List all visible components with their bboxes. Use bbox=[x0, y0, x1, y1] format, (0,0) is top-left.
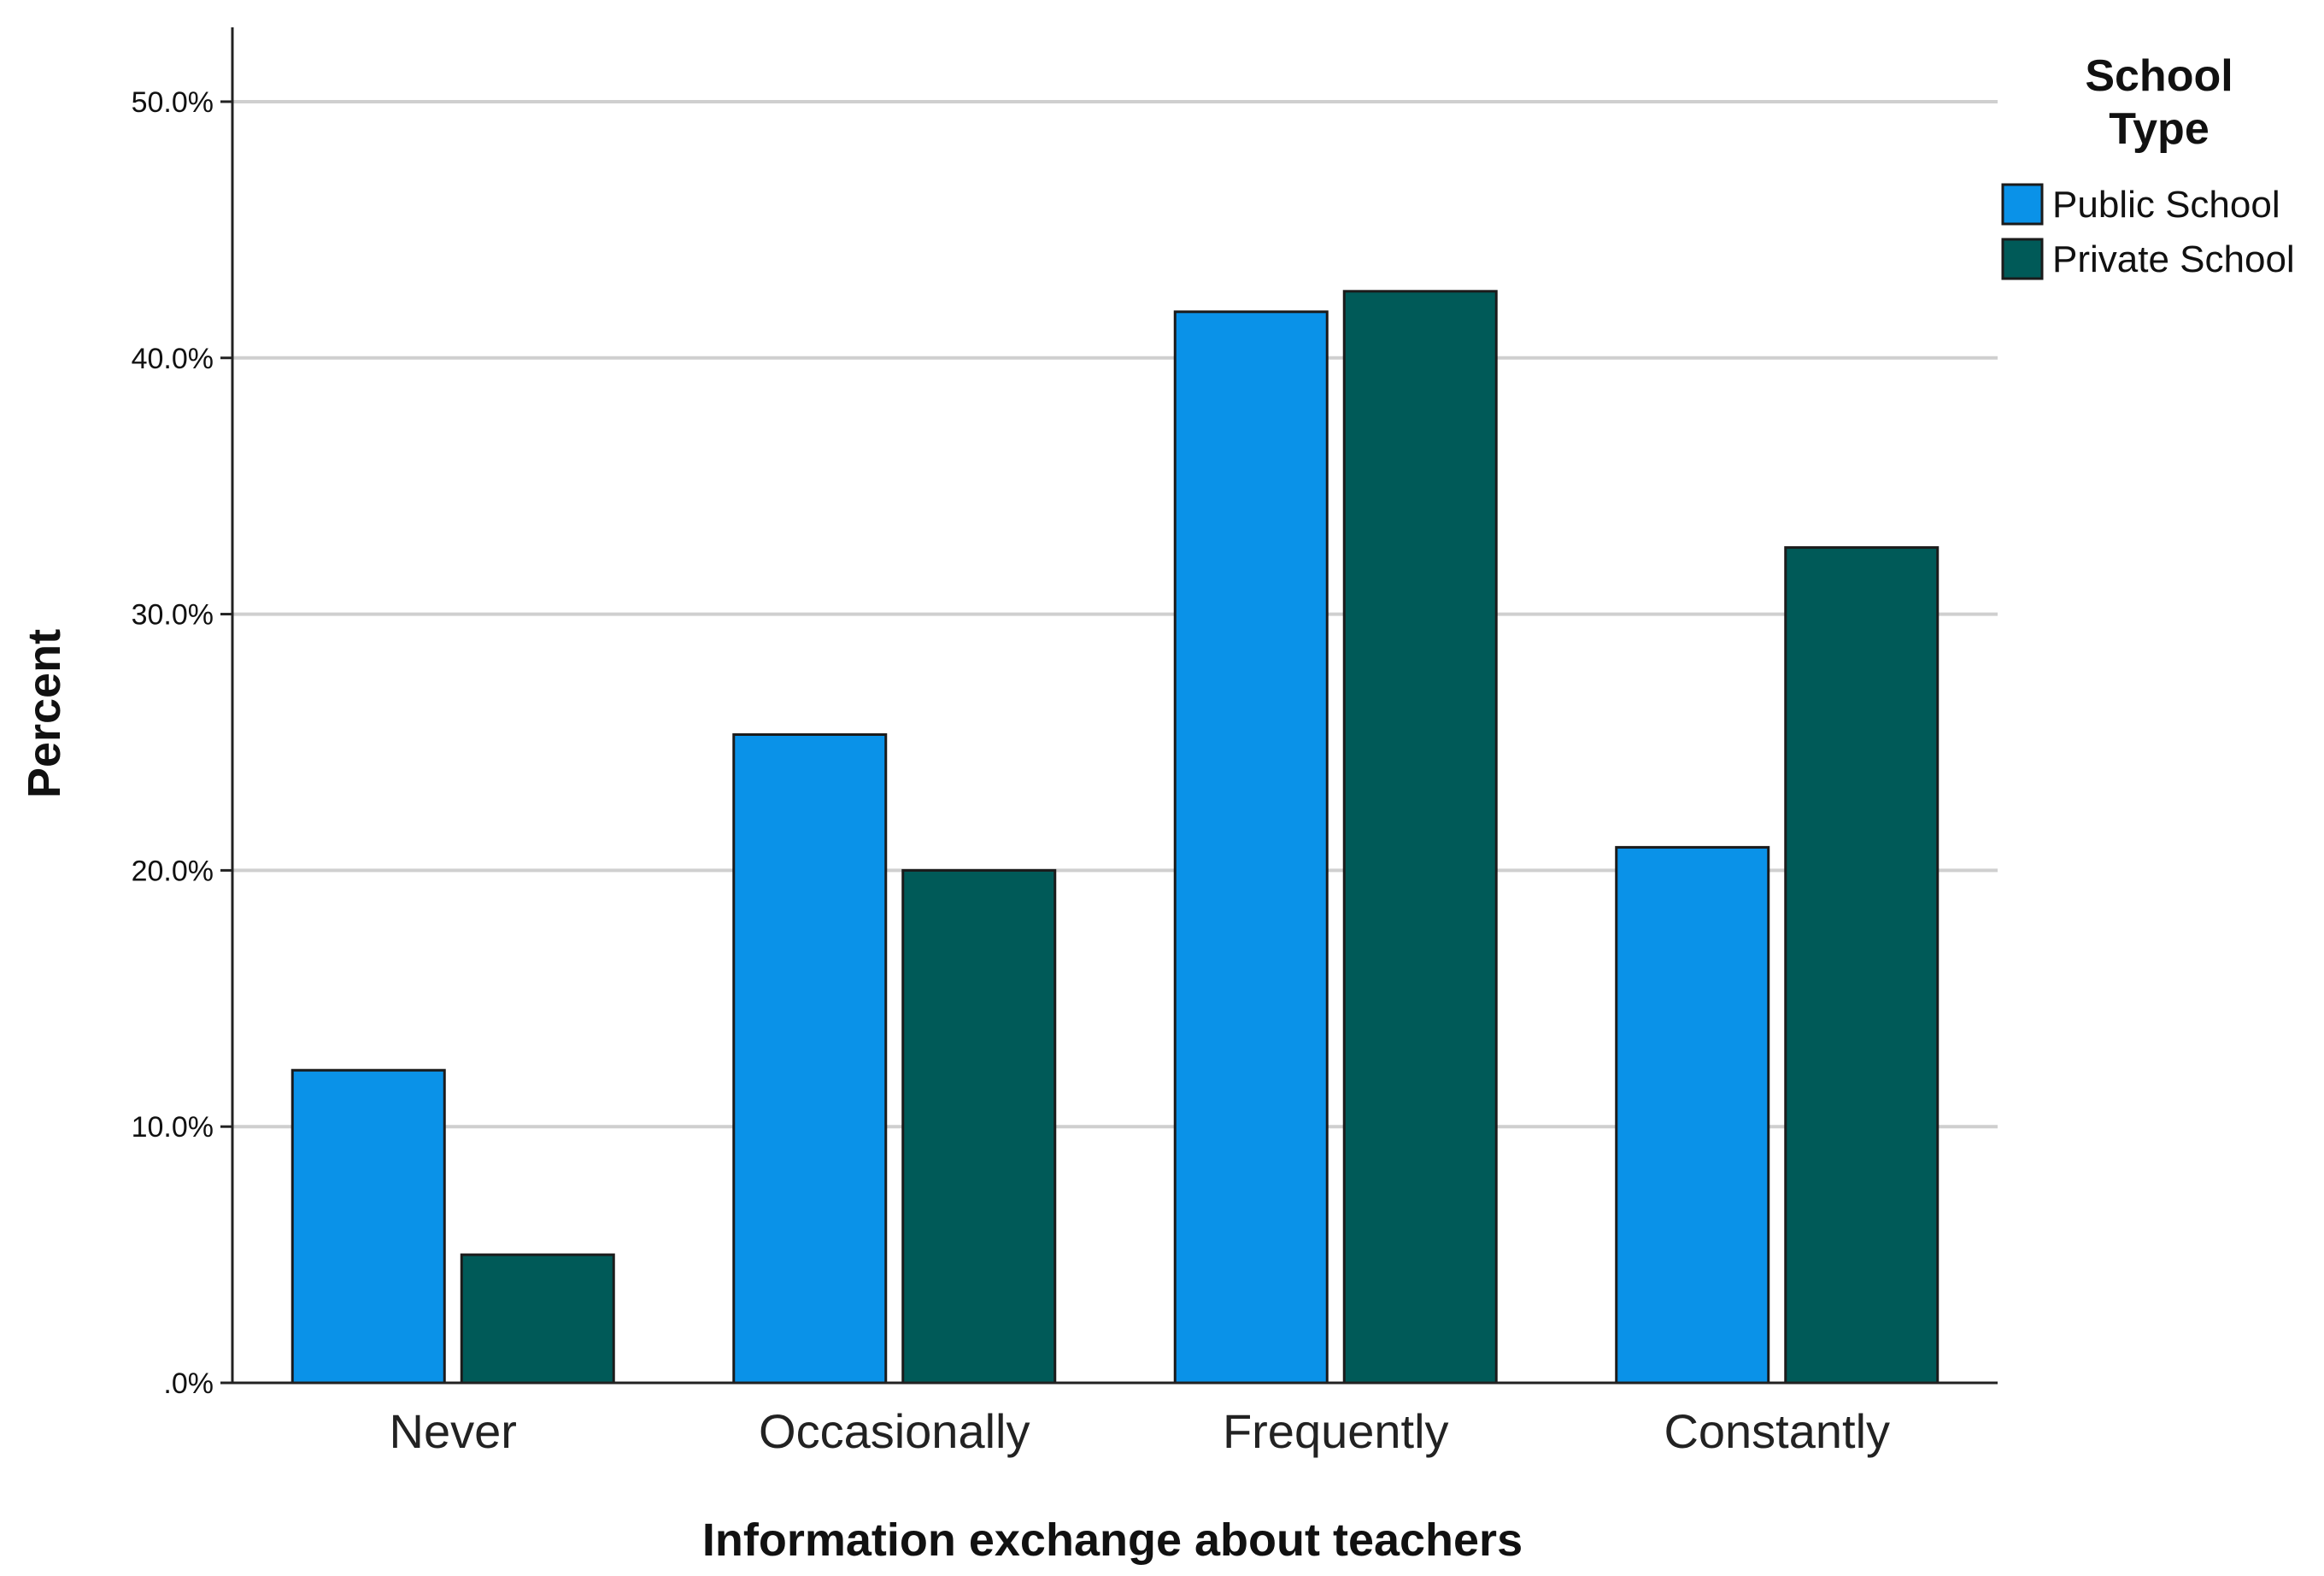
x-category-label: Occasionally bbox=[759, 1404, 1030, 1458]
y-tick-label: 30.0% bbox=[132, 599, 214, 632]
x-category-label: Constantly bbox=[1664, 1404, 1890, 1458]
bar-private-school-constantly bbox=[1784, 546, 1940, 1385]
legend-title-line-1: School bbox=[2085, 51, 2233, 101]
x-axis-title: Information exchange about teachers bbox=[702, 1514, 1523, 1566]
x-category-labels: Never Occasionally Frequently Constantly bbox=[390, 1404, 1890, 1458]
bar-private-school-never bbox=[460, 1253, 615, 1385]
bar-private-school-frequently bbox=[1342, 290, 1498, 1385]
bar-public-school-occasionally bbox=[732, 732, 888, 1385]
axes bbox=[220, 27, 1998, 1385]
bar-public-school-frequently bbox=[1173, 310, 1329, 1385]
legend-title-line-2: Type bbox=[2109, 104, 2210, 154]
bar-private-school-occasionally bbox=[901, 868, 1057, 1385]
y-tick-label: 50.0% bbox=[132, 86, 214, 119]
y-axis-title: Percent bbox=[19, 629, 70, 798]
bars bbox=[290, 290, 1940, 1385]
y-tick-label: 40.0% bbox=[132, 343, 214, 375]
x-category-label: Never bbox=[390, 1404, 517, 1458]
bar-public-school-constantly bbox=[1615, 845, 1770, 1385]
y-tick-label: .0% bbox=[163, 1367, 214, 1400]
y-tick-label: 10.0% bbox=[132, 1111, 214, 1144]
legend-items: Public School Private School bbox=[2001, 183, 2295, 280]
legend-label: Public School bbox=[2052, 184, 2280, 226]
legend-swatch bbox=[2001, 183, 2044, 226]
x-category-label: Frequently bbox=[1223, 1404, 1449, 1458]
legend: School Type Public School Private School bbox=[2001, 51, 2295, 280]
y-tick-label: 20.0% bbox=[132, 855, 214, 887]
bar-public-school-never bbox=[290, 1068, 446, 1385]
legend-swatch bbox=[2001, 238, 2044, 280]
legend-label: Private School bbox=[2052, 238, 2295, 280]
y-tick-labels: .0% 10.0% 20.0% 30.0% 40.0% 50.0% bbox=[132, 86, 214, 1400]
